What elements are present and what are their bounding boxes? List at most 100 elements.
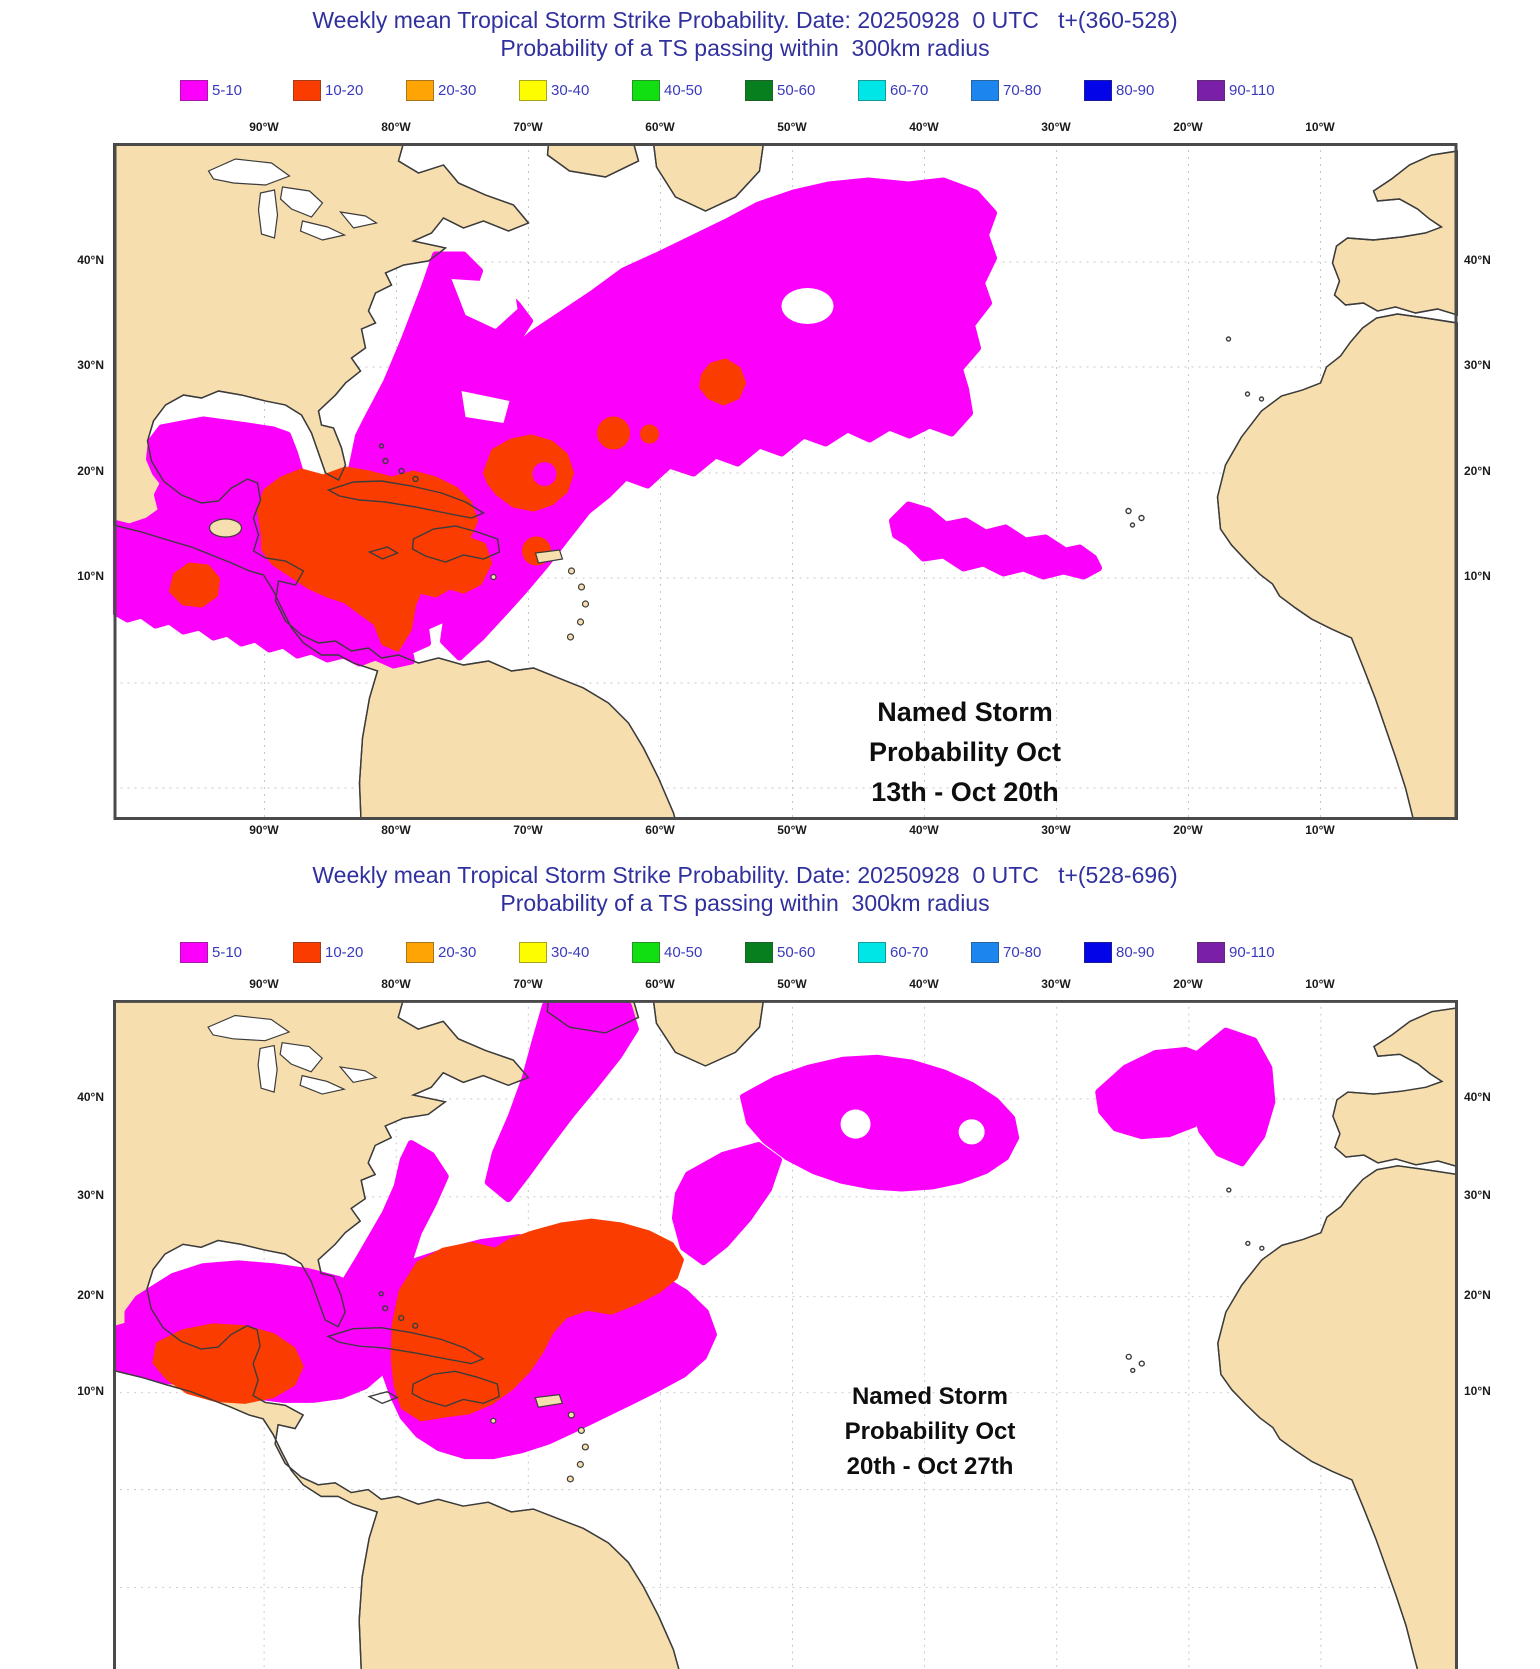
legend-label: 5-10 (212, 943, 243, 961)
annotation-line: Probability Oct (868, 737, 1062, 767)
legend-label: 40-50 (664, 943, 703, 961)
lon-tick-label: 90°W (249, 120, 279, 134)
lat-tick-label: 20°N (77, 1288, 104, 1302)
lat-tick-label: 10°N (1464, 1384, 1491, 1398)
lat-tick-label: 30°N (1464, 358, 1491, 372)
legend-swatch-5-10 (180, 79, 208, 101)
legend-item: 80-90 (1084, 941, 1154, 963)
legend-swatch-80-90 (1084, 79, 1112, 101)
map2-annotation: Named Storm Probability Oct 20th - Oct 2… (845, 1379, 1016, 1484)
legend-label: 10-20 (325, 943, 364, 961)
legend-swatch-60-70 (858, 941, 886, 963)
lon-tick-label: 30°W (1041, 823, 1071, 837)
lat-tick-label: 20°N (77, 464, 104, 478)
lon-tick-label: 80°W (381, 823, 411, 837)
lon-tick-label: 50°W (777, 823, 807, 837)
map-frame (113, 1000, 1458, 1669)
annotation-line: Named Storm (877, 697, 1053, 727)
legend-swatch-5-10 (180, 941, 208, 963)
probability-10-20-region (169, 358, 746, 652)
legend-item: 10-20 (293, 941, 363, 963)
legend-swatch-80-90 (1084, 941, 1112, 963)
legend-label: 80-90 (1116, 81, 1155, 99)
legend-label: 50-60 (777, 943, 816, 961)
legend-swatch-50-60 (745, 79, 773, 101)
legend-label: 80-90 (1116, 943, 1155, 961)
legend-label: 50-60 (777, 81, 816, 99)
legend-swatch-20-30 (406, 941, 434, 963)
map-frame (113, 143, 1458, 820)
legend-label: 20-30 (438, 81, 477, 99)
legend-label: 60-70 (890, 943, 929, 961)
legend-item: 20-30 (406, 941, 476, 963)
legend-item: 80-90 (1084, 79, 1154, 101)
map2-title-line1: Weekly mean Tropical Storm Strike Probab… (312, 862, 1178, 888)
legend-item: 60-70 (858, 941, 928, 963)
legend-item: 40-50 (632, 941, 702, 963)
lon-tick-label: 40°W (909, 120, 939, 134)
lon-tick-label: 10°W (1305, 977, 1335, 991)
annotation-line: Named Storm (851, 1383, 1009, 1410)
legend-swatch-10-20 (293, 941, 321, 963)
lon-tick-label: 40°W (909, 977, 939, 991)
legend-item: 5-10 (180, 79, 242, 101)
legend-swatch-90-110 (1197, 941, 1225, 963)
lon-tick-label: 20°W (1173, 120, 1203, 134)
map1-canvas (113, 143, 1458, 820)
legend-label: 5-10 (212, 81, 243, 99)
lon-tick-label: 40°W (909, 823, 939, 837)
lon-tick-label: 10°W (1305, 823, 1335, 837)
lat-tick-label: 20°N (1464, 464, 1491, 478)
lon-tick-label: 20°W (1173, 823, 1203, 837)
lon-tick-label: 60°W (645, 120, 675, 134)
legend-swatch-90-110 (1197, 79, 1225, 101)
lon-tick-label: 50°W (777, 120, 807, 134)
annotation-line: 20th - Oct 27th (846, 1453, 1014, 1480)
lat-tick-label: 10°N (77, 1384, 104, 1398)
lat-tick-label: 10°N (77, 569, 104, 583)
legend-item: 70-80 (971, 941, 1041, 963)
legend-item: 40-50 (632, 79, 702, 101)
legend-swatch-30-40 (519, 79, 547, 101)
legend-label: 60-70 (890, 81, 929, 99)
lon-tick-label: 90°W (249, 977, 279, 991)
legend-label: 30-40 (551, 81, 590, 99)
legend-label: 70-80 (1003, 943, 1042, 961)
lat-tick-label: 10°N (1464, 569, 1491, 583)
lon-tick-label: 70°W (513, 120, 543, 134)
legend-label: 10-20 (325, 81, 364, 99)
lon-tick-label: 80°W (381, 977, 411, 991)
legend-swatch-10-20 (293, 79, 321, 101)
legend-label: 70-80 (1003, 81, 1042, 99)
legend-label: 90-110 (1229, 81, 1275, 99)
lon-tick-label: 60°W (645, 823, 675, 837)
legend-swatch-70-80 (971, 941, 999, 963)
probability-holes (451, 279, 834, 423)
orange-ring-hole (532, 462, 557, 486)
lat-tick-label: 40°N (1464, 1090, 1491, 1104)
legend-swatch-70-80 (971, 79, 999, 101)
lat-tick-label: 30°N (77, 358, 104, 372)
map2-canvas (113, 1000, 1458, 1669)
legend-item: 30-40 (519, 941, 589, 963)
map1-title-line1: Weekly mean Tropical Storm Strike Probab… (312, 7, 1178, 33)
legend-item: 10-20 (293, 79, 363, 101)
legend-swatch-60-70 (858, 79, 886, 101)
lat-tick-label: 30°N (1464, 1188, 1491, 1202)
lat-tick-label: 40°N (77, 1090, 104, 1104)
lon-tick-label: 90°W (249, 823, 279, 837)
legend-swatch-20-30 (406, 79, 434, 101)
map2-title-line2: Probability of a TS passing within 300km… (500, 890, 990, 916)
annotation-line: Probability Oct (844, 1418, 1016, 1445)
legend-item: 60-70 (858, 79, 928, 101)
legend-item: 20-30 (406, 79, 476, 101)
lon-tick-label: 70°W (513, 823, 543, 837)
legend-item: 70-80 (971, 79, 1041, 101)
legend-item: 90-110 (1197, 79, 1275, 101)
legend-item: 30-40 (519, 79, 589, 101)
map1-title-line2: Probability of a TS passing within 300km… (500, 35, 990, 61)
lon-tick-label: 30°W (1041, 120, 1071, 134)
lat-tick-label: 30°N (77, 1188, 104, 1202)
map1-annotation: Named Storm Probability Oct 13th - Oct 2… (869, 692, 1061, 812)
